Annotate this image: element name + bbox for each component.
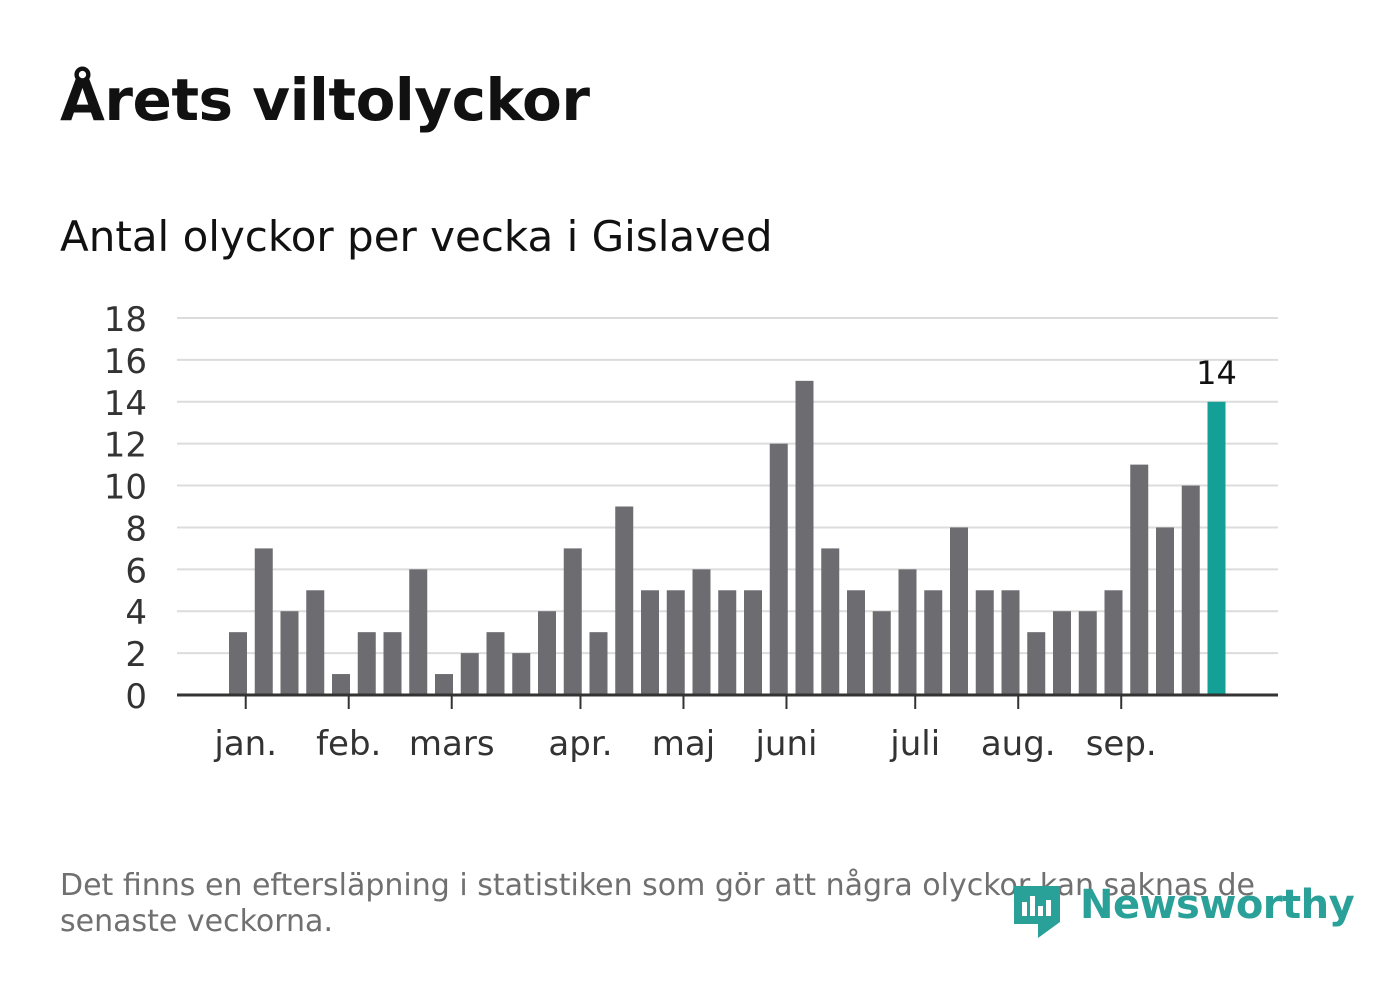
newsworthy-logo[interactable]: Newsworthy [1012,880,1355,944]
y-tick-label: 0 [125,677,147,717]
y-tick-label: 14 [104,384,147,424]
bar[interactable] [950,527,968,695]
month-label: feb. [316,724,381,764]
y-tick-label: 18 [104,300,147,340]
chart-subtitle: Antal olyckor per vecka i Gislaved [60,212,773,261]
month-label: mars [409,724,495,764]
bar[interactable] [615,506,634,696]
bars [229,380,1226,696]
bar[interactable] [666,590,685,695]
bar[interactable] [641,590,659,695]
y-tick-label: 16 [104,342,147,382]
bar[interactable] [383,632,402,695]
bar[interactable] [744,590,762,695]
month-labels: jan. feb. mars apr. maj juni juli aug. sep. [213,695,1157,764]
bar[interactable] [357,632,376,695]
bar[interactable] [1053,611,1071,695]
bar[interactable] [898,569,917,695]
bar[interactable] [1001,590,1020,695]
month-label: sep. [1086,724,1157,764]
bar[interactable] [486,632,505,695]
month-label: jan. [213,724,277,764]
bar[interactable] [538,611,556,695]
bar[interactable] [821,548,840,695]
bar[interactable] [1156,527,1174,695]
bar[interactable] [924,590,943,695]
bar[interactable] [1104,590,1123,695]
month-label: juni [754,724,817,764]
bar[interactable] [280,611,299,695]
bar[interactable] [975,590,994,695]
bar[interactable] [769,443,788,695]
y-tick-label: 4 [125,593,147,633]
bar[interactable] [563,548,582,695]
y-tick-label: 8 [125,509,147,549]
bar[interactable] [332,674,350,695]
bar-highlight[interactable] [1207,401,1226,695]
bar[interactable] [847,590,865,695]
bar[interactable] [1130,464,1149,695]
gridlines [177,317,1278,655]
month-label: apr. [548,724,612,764]
bar[interactable] [512,653,531,695]
bar[interactable] [872,611,891,695]
bar[interactable] [229,632,247,695]
bar[interactable] [306,590,325,695]
y-tick-label: 2 [125,635,147,675]
bar[interactable] [1027,632,1046,695]
newsworthy-logo-icon [1014,886,1060,938]
bar[interactable] [1078,611,1097,695]
month-label: juli [889,724,940,764]
data-labels: 14 [1196,354,1237,392]
chart-title: Årets viltolyckor [60,66,590,134]
bar[interactable] [589,632,608,695]
bar[interactable] [254,548,273,695]
bar[interactable] [718,590,737,695]
y-tick-label: 12 [104,426,147,466]
bar[interactable] [1181,485,1200,695]
highlight-value-label: 14 [1196,354,1237,392]
y-tick-label: 6 [125,551,147,591]
footnote: Det finns en eftersläpning i statistiken… [60,868,1255,939]
month-label: aug. [981,724,1056,764]
bar[interactable] [409,569,428,695]
month-label: maj [652,724,715,764]
bar[interactable] [460,653,479,695]
newsworthy-logo-text: Newsworthy [1080,882,1355,928]
bar[interactable] [795,380,814,695]
bar[interactable] [435,674,453,695]
bar[interactable] [692,569,711,695]
y-tick-label: 10 [104,468,147,508]
